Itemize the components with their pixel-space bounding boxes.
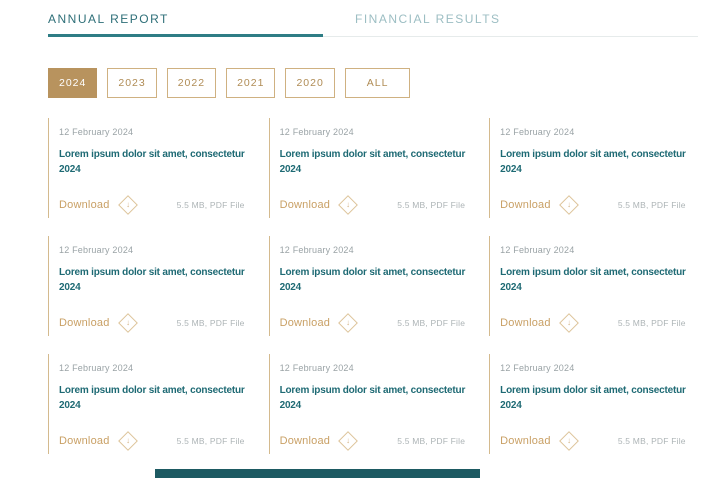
report-title: Lorem ipsum dolor sit amet, consectetur … [279, 385, 466, 411]
download-label: Download [500, 199, 551, 211]
report-title: Lorem ipsum dolor sit amet, consectetur … [59, 267, 245, 293]
report-title: Lorem ipsum dolor sit amet, consectetur … [500, 149, 686, 175]
report-date: 12 February 2024 [500, 363, 575, 373]
file-info: 5.5 MB, PDF File [397, 318, 466, 328]
report-date: 12 February 2024 [59, 363, 134, 373]
report-title: Lorem ipsum dolor sit amet, consectetur … [59, 385, 245, 411]
report-title: Lorem ipsum dolor sit amet, consectetur … [279, 267, 466, 293]
report-card: 12 February 2024 Lorem ipsum dolor sit a… [268, 236, 478, 336]
footer-band [155, 469, 480, 478]
download-label: Download [279, 199, 331, 211]
download-icon: ↓ [117, 431, 138, 451]
download-icon: ↓ [558, 313, 579, 333]
download-link[interactable]: Download ↓ [59, 431, 138, 451]
tab-divider-line [48, 36, 698, 37]
file-info: 5.5 MB, PDF File [176, 318, 245, 328]
tab-annual-report[interactable]: ANNUAL REPORT [48, 12, 169, 26]
report-date: 12 February 2024 [279, 245, 354, 255]
download-link[interactable]: Download ↓ [500, 313, 579, 333]
download-icon: ↓ [558, 431, 579, 451]
download-link[interactable]: Download ↓ [279, 195, 359, 215]
arrow-down-glyph: ↓ [346, 318, 351, 327]
arrow-down-glyph: ↓ [566, 318, 571, 327]
arrow-down-glyph: ↓ [125, 436, 130, 445]
download-icon: ↓ [117, 195, 138, 215]
arrow-down-glyph: ↓ [346, 436, 351, 445]
download-label: Download [59, 199, 110, 211]
report-card: 12 February 2024 Lorem ipsum dolor sit a… [48, 236, 257, 336]
report-title: Lorem ipsum dolor sit amet, consectetur … [500, 267, 686, 293]
file-info: 5.5 MB, PDF File [176, 200, 245, 210]
year-filter-button[interactable]: 2022 [166, 68, 217, 98]
download-link[interactable]: Download ↓ [59, 313, 138, 333]
active-tab-underline [48, 34, 323, 37]
file-info: 5.5 MB, PDF File [617, 318, 686, 328]
download-icon: ↓ [338, 313, 359, 333]
file-info: 5.5 MB, PDF File [617, 436, 686, 446]
year-filter-button[interactable]: ALL [344, 68, 411, 98]
report-card: 12 February 2024 Lorem ipsum dolor sit a… [48, 354, 257, 454]
report-date: 12 February 2024 [279, 363, 354, 373]
arrow-down-glyph: ↓ [346, 200, 351, 209]
arrow-down-glyph: ↓ [125, 318, 130, 327]
reports-grid: 12 February 2024 Lorem ipsum dolor sit a… [48, 118, 695, 454]
report-date: 12 February 2024 [500, 245, 575, 255]
download-icon: ↓ [117, 313, 138, 333]
file-info: 5.5 MB, PDF File [176, 436, 245, 446]
arrow-down-glyph: ↓ [125, 200, 130, 209]
download-label: Download [279, 317, 331, 329]
download-label: Download [59, 435, 110, 447]
download-icon: ↓ [558, 195, 579, 215]
report-title: Lorem ipsum dolor sit amet, consectetur … [59, 149, 245, 175]
download-link[interactable]: Download ↓ [500, 195, 579, 215]
year-filter-row: 2024 2023 2022 2021 2020 ALL [48, 68, 411, 98]
download-label: Download [500, 435, 551, 447]
tab-financial-results[interactable]: FINANCIAL RESULTS [355, 12, 501, 26]
report-card: 12 February 2024 Lorem ipsum dolor sit a… [489, 354, 698, 454]
report-date: 12 February 2024 [59, 127, 134, 137]
arrow-down-glyph: ↓ [566, 436, 571, 445]
file-info: 5.5 MB, PDF File [617, 200, 686, 210]
download-link[interactable]: Download ↓ [279, 313, 359, 333]
download-label: Download [500, 317, 551, 329]
year-filter-button[interactable]: 2020 [285, 68, 335, 98]
year-filter-button[interactable]: 2024 [48, 68, 98, 98]
file-info: 5.5 MB, PDF File [397, 436, 466, 446]
report-card: 12 February 2024 Lorem ipsum dolor sit a… [489, 118, 698, 218]
report-card: 12 February 2024 Lorem ipsum dolor sit a… [489, 236, 698, 336]
download-icon: ↓ [338, 195, 359, 215]
report-date: 12 February 2024 [59, 245, 134, 255]
arrow-down-glyph: ↓ [566, 200, 571, 209]
download-link[interactable]: Download ↓ [500, 431, 579, 451]
report-title: Lorem ipsum dolor sit amet, consectetur … [279, 149, 466, 175]
file-info: 5.5 MB, PDF File [397, 200, 466, 210]
report-card: 12 February 2024 Lorem ipsum dolor sit a… [268, 354, 478, 454]
download-icon: ↓ [338, 431, 359, 451]
report-date: 12 February 2024 [279, 127, 354, 137]
year-filter-button[interactable]: 2021 [226, 68, 276, 98]
download-link[interactable]: Download ↓ [59, 195, 138, 215]
year-filter-button[interactable]: 2023 [107, 68, 157, 98]
report-card: 12 February 2024 Lorem ipsum dolor sit a… [268, 118, 478, 218]
download-link[interactable]: Download ↓ [279, 431, 359, 451]
download-label: Download [279, 435, 331, 447]
report-title: Lorem ipsum dolor sit amet, consectetur … [500, 385, 686, 411]
report-date: 12 February 2024 [500, 127, 575, 137]
download-label: Download [59, 317, 110, 329]
report-card: 12 February 2024 Lorem ipsum dolor sit a… [48, 118, 257, 218]
